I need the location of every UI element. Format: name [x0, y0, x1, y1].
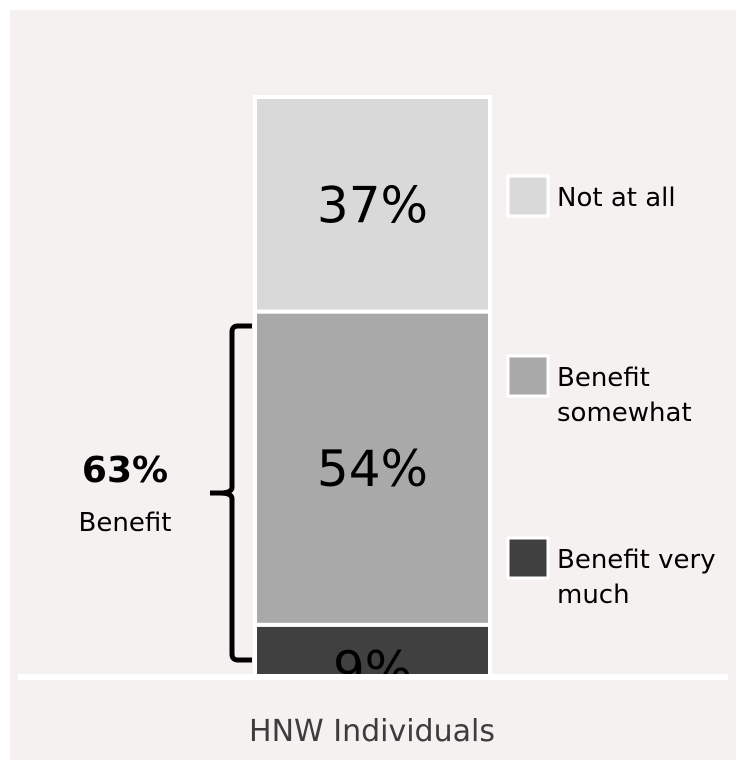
legend-label-benefit-very-much-line-2: much — [557, 580, 630, 610]
bar-segment-not-at-all — [253, 95, 492, 314]
legend: Not at all Benefit somewhat Benefit very muc… — [506, 174, 716, 610]
data-label-not-at-all: 37% — [317, 176, 428, 234]
benefit-total-label: Benefit — [79, 508, 172, 538]
benefit-total-value: 63% — [82, 450, 168, 491]
legend-swatch-not-at-all — [506, 174, 550, 218]
legend-label-benefit-somewhat-line-2: somewhat — [557, 398, 692, 428]
legend-label-not-at-all-line-1: Not at all — [557, 183, 676, 213]
legend-label-benefit-somewhat-line-1: Benefit — [557, 363, 650, 393]
data-label-benefit-somewhat: 54% — [317, 440, 428, 498]
benefit-bracket — [210, 323, 252, 663]
category-label: HNW Individuals — [249, 714, 495, 749]
legend-swatch-benefit-somewhat — [506, 354, 550, 398]
bar-segment-benefit-very-much — [253, 622, 492, 677]
legend-label-benefit-very-much-line-1: Benefit very — [557, 545, 716, 575]
legend-swatch-benefit-very-much — [506, 536, 550, 580]
data-label-benefit-very-much: 9% — [333, 641, 412, 699]
bar-segments: 9% 54% 37% — [253, 95, 492, 699]
